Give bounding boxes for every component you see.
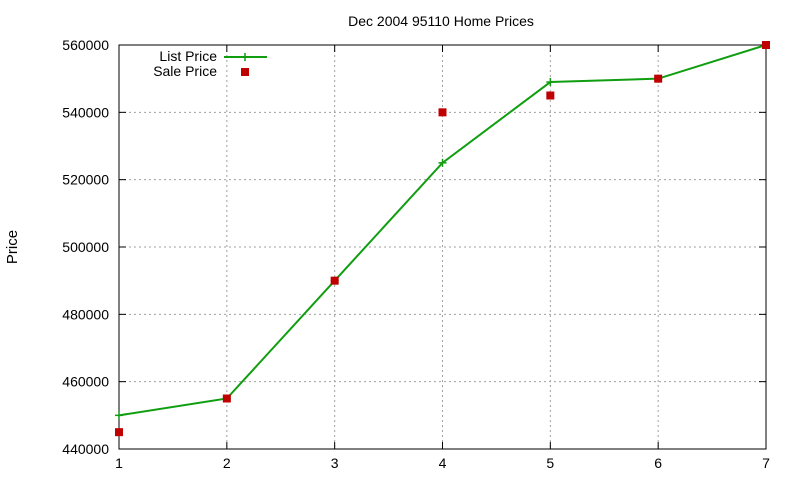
x-tick-label: 1 [115, 455, 123, 471]
grid [119, 45, 766, 449]
y-tick-label: 560000 [62, 37, 109, 53]
x-tick-label: 6 [654, 455, 662, 471]
x-axis: 1 2 3 4 5 6 7 [115, 45, 770, 471]
series [115, 41, 770, 437]
y-axis: 440000 460000 480000 500000 520000 540000 5600… [62, 37, 766, 457]
y-tick-label: 440000 [62, 441, 109, 457]
x-tick-label: 5 [546, 455, 554, 471]
sale-price-point [762, 41, 770, 49]
list-price-point [115, 411, 123, 420]
x-tick-label: 7 [762, 455, 770, 471]
list-price-point [438, 158, 447, 167]
y-tick-label: 540000 [62, 104, 109, 120]
legend-label-list-price: List Price [159, 48, 217, 64]
sale-price-point [438, 108, 447, 117]
legend-label-sale-price: Sale Price [153, 63, 217, 79]
sale-price-point [330, 276, 339, 285]
sale-price-point [222, 394, 231, 403]
sale-price-point [546, 91, 555, 100]
y-tick-label: 500000 [62, 239, 109, 255]
x-tick-label: 2 [223, 455, 231, 471]
list-price-point [546, 78, 555, 87]
sale-price-point [654, 74, 663, 83]
legend-swatch-sale-price [241, 68, 249, 76]
y-tick-label: 460000 [62, 374, 109, 390]
y-tick-label: 520000 [62, 172, 109, 188]
x-tick-label: 3 [331, 455, 339, 471]
y-tick-label: 480000 [62, 306, 109, 322]
sale-price-point [115, 428, 123, 437]
y-axis-label: Price [4, 230, 21, 264]
chart-title: Dec 2004 95110 Home Prices [348, 13, 534, 29]
x-tick-label: 4 [439, 455, 447, 471]
